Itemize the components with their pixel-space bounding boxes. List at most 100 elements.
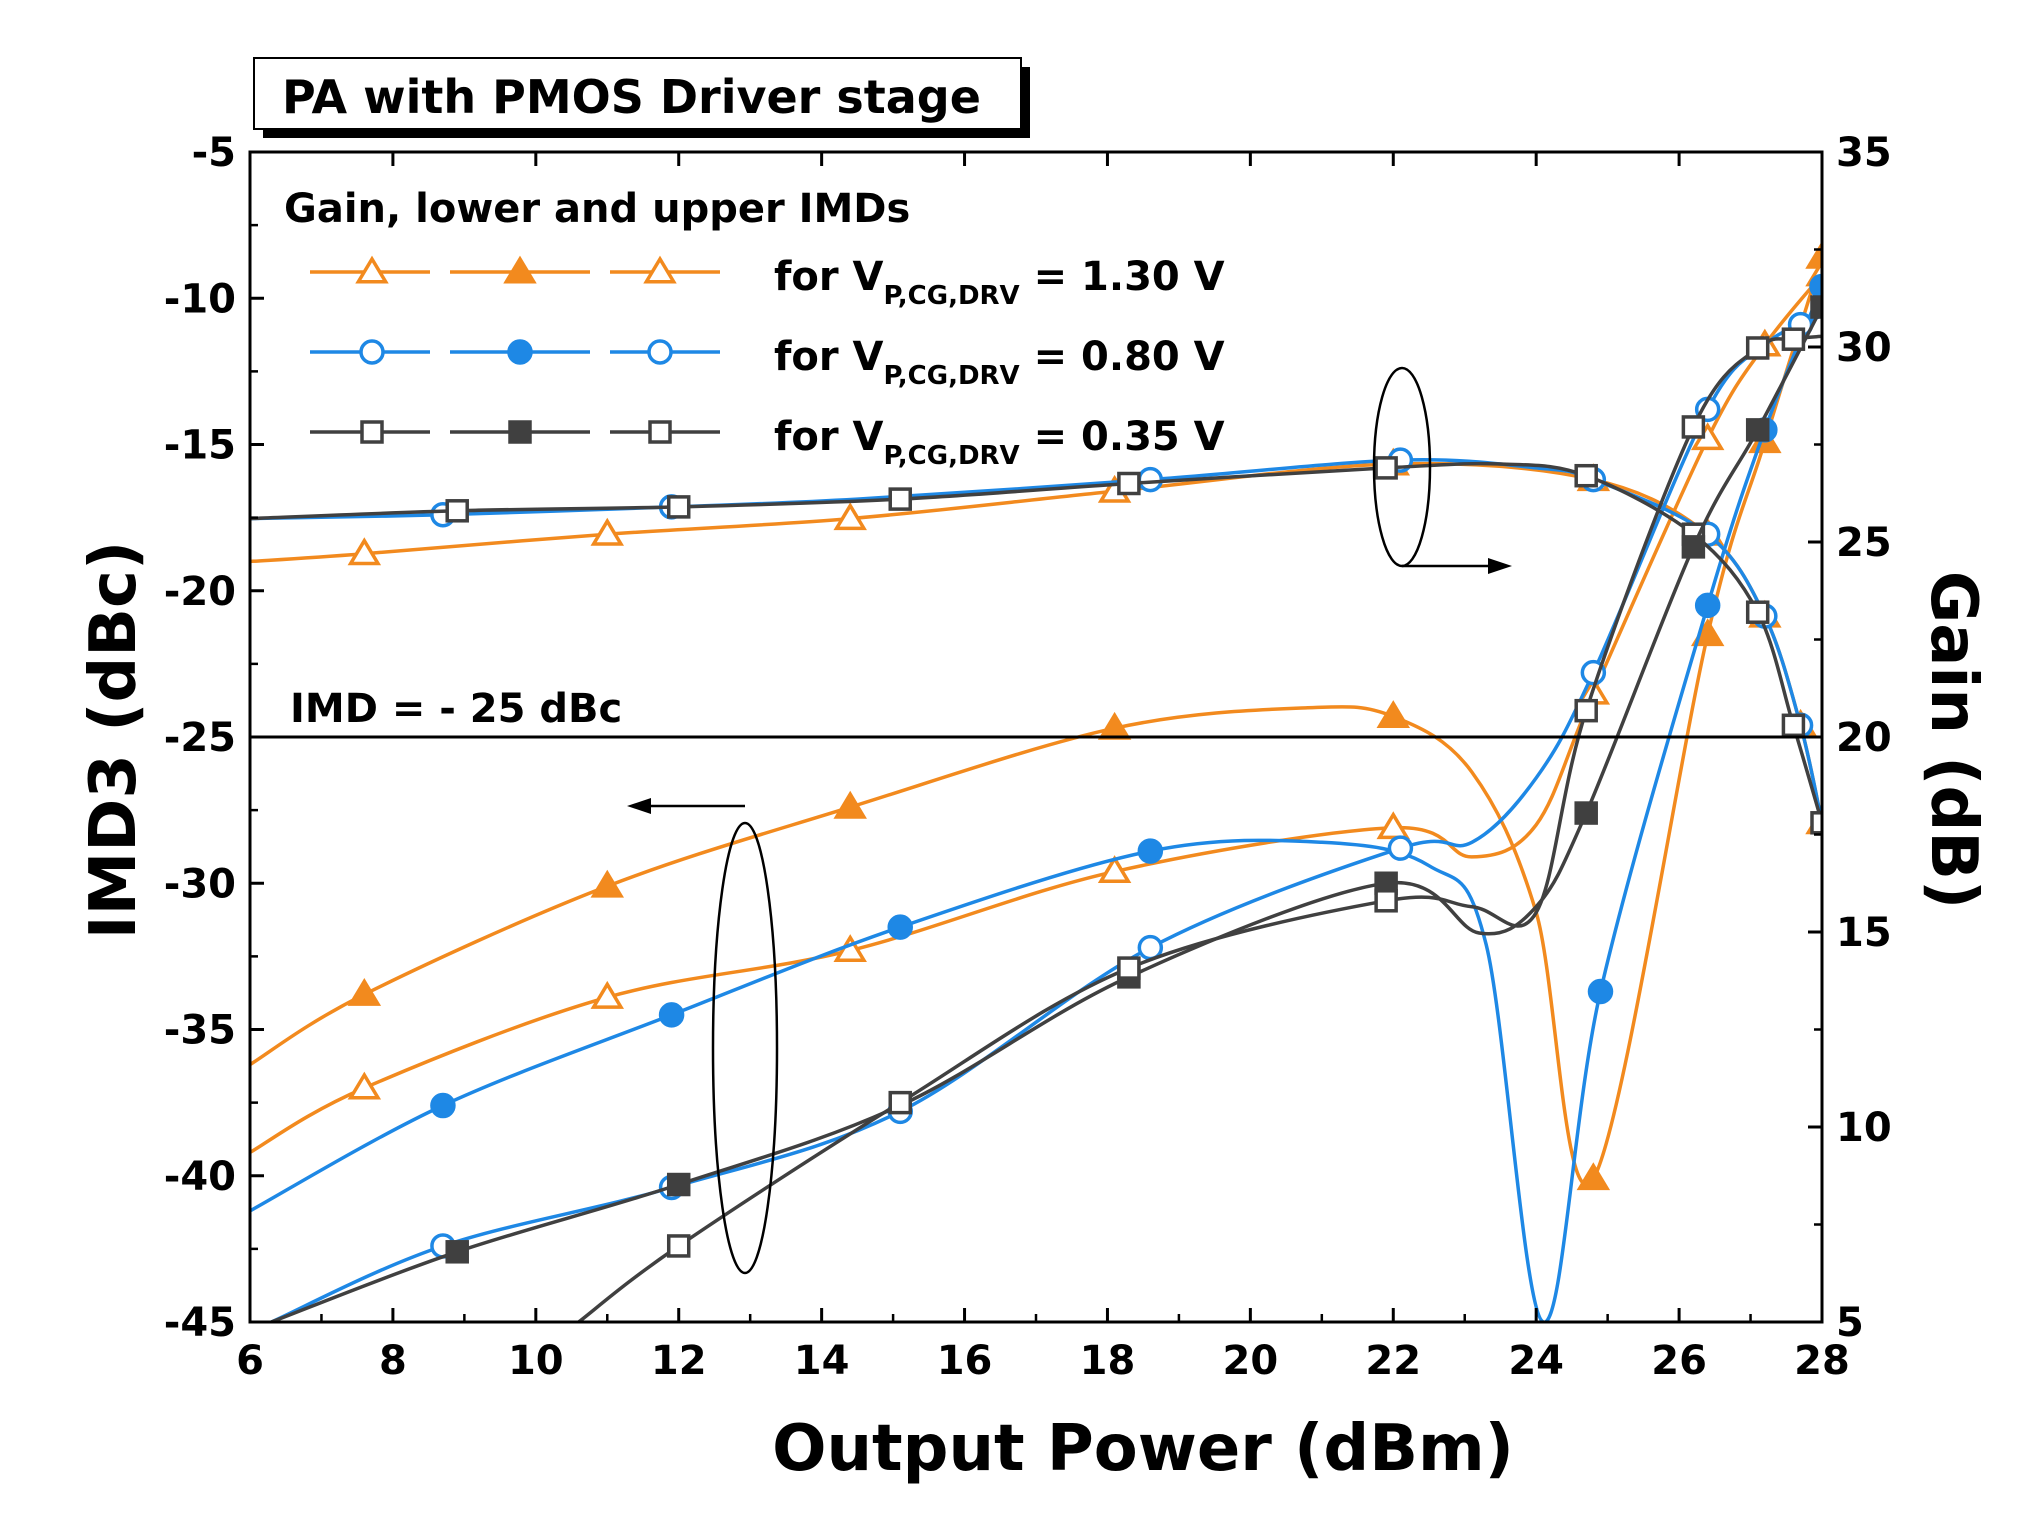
y-left-tick-label-9: -5 (192, 130, 236, 176)
legend-label-1: for VP,CG,DRV = 1.30 V (774, 254, 1225, 311)
series-7-point-5 (1374, 456, 1398, 480)
series-7-point-4 (1117, 471, 1141, 496)
series-3-point-2 (590, 980, 625, 1009)
y-left-tick-label-4: -30 (164, 861, 236, 907)
series-5-point-3 (887, 914, 913, 940)
series-7-point-9 (1781, 713, 1806, 738)
reference-line-label: IMD = - 25 dBc (290, 686, 622, 732)
series-9-point-3 (1117, 956, 1141, 980)
legend-sample-2-marker-2 (507, 339, 533, 365)
legend-samples (310, 255, 720, 444)
legend-label-3-sub: P,CG,DRV (884, 441, 1020, 471)
series-2-point-3 (833, 790, 867, 819)
legend-label-2: for VP,CG,DRV = 0.80 V (774, 334, 1225, 391)
y-right-tick-label-2: 10 (1836, 1105, 1892, 1151)
gain-arrow-head (1488, 558, 1512, 574)
series-3-line (250, 273, 1822, 1154)
y-left-tick-label-8: -10 (164, 276, 236, 322)
imd-group-ellipse (711, 821, 779, 1275)
title-box-frame (253, 57, 1022, 130)
series-9-point-5 (1574, 698, 1598, 723)
series-2-point-1 (347, 977, 382, 1006)
legend-label-1-prefix: for V (774, 254, 884, 300)
series-5-point-6 (1694, 592, 1721, 619)
legend-sample-3-marker-2 (508, 420, 532, 444)
y-axis-right-title: Gain (dB) (1916, 571, 1990, 910)
x-tick-label-7: 18 (1080, 1338, 1136, 1384)
series-clipped (250, 240, 1822, 1322)
series-2-point-5 (1376, 700, 1411, 729)
legend-sample-3-marker-3 (648, 420, 672, 444)
series-4 (250, 447, 1822, 824)
series-8-point-5 (1574, 801, 1598, 825)
y-right-tick-label-5: 25 (1836, 520, 1892, 566)
y-left-tick-label-1: -45 (164, 1300, 236, 1346)
y-left-tick-label-5: -25 (164, 715, 236, 761)
legend-sample-2 (310, 339, 720, 365)
x-tick-label-2: 8 (379, 1338, 407, 1384)
series-9-point-1 (666, 1234, 691, 1258)
y-right-tick-label-6: 30 (1836, 325, 1892, 371)
legend-sample-1 (310, 255, 720, 284)
series-layer (250, 240, 1822, 1322)
series-4-point-3 (1137, 466, 1164, 493)
series-9-point-6 (1681, 415, 1706, 439)
legend-sample-2-marker-3 (647, 339, 673, 365)
x-tick-label-3: 10 (508, 1338, 564, 1384)
series-8-point-7 (1745, 418, 1770, 442)
series-7-point-2 (666, 495, 691, 519)
series-9-point-8 (1781, 327, 1806, 351)
series-7 (250, 456, 1822, 835)
series-1 (250, 447, 1822, 835)
x-tick-label-10: 24 (1508, 1338, 1564, 1384)
legend-sample-1-marker-1 (355, 255, 389, 284)
legend-label-3: for VP,CG,DRV = 0.35 V (774, 414, 1225, 471)
series-8-point-8 (1810, 295, 1822, 319)
series-9-point-2 (888, 1090, 912, 1115)
legend-sample-2-marker-1 (359, 339, 385, 365)
legend-sample-1-marker-3 (643, 255, 677, 284)
series-6-point-5 (1387, 835, 1414, 861)
x-tick-label-4: 12 (651, 1338, 707, 1384)
series-7-point-8 (1745, 600, 1770, 624)
series-3-point-4 (1097, 855, 1132, 884)
legend-label-2-suffix: = 0.80 V (1020, 334, 1225, 380)
series-4-line (250, 458, 1822, 824)
series-5-point-2 (658, 1002, 685, 1028)
x-tick-label-11: 26 (1651, 1338, 1707, 1384)
series-9-point-7 (1745, 336, 1770, 360)
axes-layer: 6 8 10 12 14 16 18 20 22 24 26 28 -45 -40 -35 -30 -25 -20… (164, 130, 1892, 1384)
title-box: PA with PMOS Driver stage (253, 57, 1030, 138)
y-right-tick-label-7: 35 (1836, 130, 1892, 176)
x-tick-label-6: 16 (937, 1338, 993, 1384)
x-tick-label-1: 6 (236, 1338, 264, 1384)
legend: Gain, lower and upper IMDs for VP,CG,DRV… (284, 186, 1225, 471)
series-5-point-8 (1809, 273, 1822, 300)
series-7-point-10 (1810, 811, 1822, 835)
legend-label-3-suffix: = 0.35 V (1020, 414, 1225, 460)
legend-header: Gain, lower and upper IMDs (284, 186, 910, 232)
y-right-tick-label-3: 15 (1836, 910, 1892, 956)
y-left-tick-label-2: -40 (164, 1154, 236, 1200)
y-right-tick-label-4: 20 (1836, 715, 1892, 761)
series-5-point-5 (1587, 978, 1614, 1005)
series-8-point-6 (1681, 535, 1706, 559)
y-axis-left-title: IMD3 (dBc) (77, 541, 151, 939)
series-2-point-2 (590, 869, 625, 898)
x-tick-label-5: 14 (794, 1338, 850, 1384)
y-right-tick-label-1: 5 (1836, 1300, 1864, 1346)
series-7-point-3 (888, 487, 912, 511)
series-5-point-1 (430, 1092, 456, 1119)
series-1-line (250, 461, 1822, 824)
series-1-point-2 (590, 517, 625, 546)
series-8-point-1 (445, 1240, 469, 1264)
series-7-point-1 (445, 499, 469, 523)
series-9-point-4 (1374, 889, 1398, 913)
series-3-point-5 (1376, 811, 1411, 840)
y-left-tick-label-6: -20 (164, 569, 236, 615)
x-axis-title: Output Power (dBm) (772, 1412, 1514, 1486)
imd-arrow-head (627, 798, 651, 814)
series-2-point-6 (1576, 1162, 1611, 1191)
